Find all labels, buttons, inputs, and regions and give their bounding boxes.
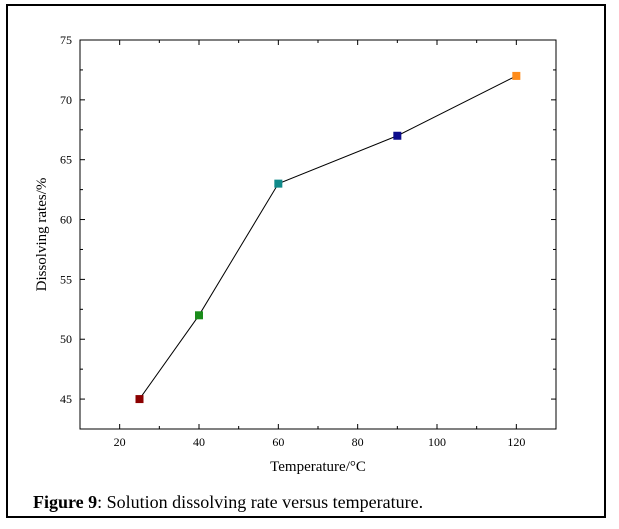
data-point bbox=[274, 179, 283, 188]
data-markers bbox=[135, 71, 521, 404]
y-tick-label: 55 bbox=[60, 272, 72, 286]
y-axis-tick-labels: 45 50 55 60 65 70 75 bbox=[60, 33, 72, 406]
y-tick-label: 50 bbox=[60, 332, 72, 346]
x-axis-tick-labels: 20 40 60 80 100 120 bbox=[114, 435, 526, 449]
data-point bbox=[135, 395, 144, 404]
data-point bbox=[393, 131, 402, 140]
x-tick-label: 20 bbox=[114, 435, 126, 449]
x-tick-label: 60 bbox=[272, 435, 284, 449]
x-tick-label: 40 bbox=[193, 435, 205, 449]
y-tick-label: 70 bbox=[60, 93, 72, 107]
figure-caption: Figure 9: Solution dissolving rate versu… bbox=[33, 492, 423, 513]
y-tick-label: 60 bbox=[60, 213, 72, 227]
figure-caption-label: Figure 9 bbox=[33, 492, 98, 512]
y-axis-title: Dissolving rates/% bbox=[34, 178, 50, 292]
y-tick-label: 65 bbox=[60, 153, 72, 167]
x-tick-label: 80 bbox=[352, 435, 364, 449]
x-tick-label: 120 bbox=[507, 435, 525, 449]
data-point bbox=[512, 71, 521, 80]
figure-caption-text: : Solution dissolving rate versus temper… bbox=[97, 492, 424, 512]
y-tick-label: 75 bbox=[60, 33, 72, 47]
axis-ticks bbox=[79, 39, 557, 430]
series-line bbox=[139, 75, 517, 400]
plot-area bbox=[79, 39, 557, 430]
data-point bbox=[195, 311, 203, 320]
x-axis-title: Temperature/°C bbox=[270, 459, 366, 475]
figure-frame bbox=[6, 4, 606, 518]
y-tick-label: 45 bbox=[60, 392, 72, 406]
x-tick-label: 100 bbox=[428, 435, 446, 449]
